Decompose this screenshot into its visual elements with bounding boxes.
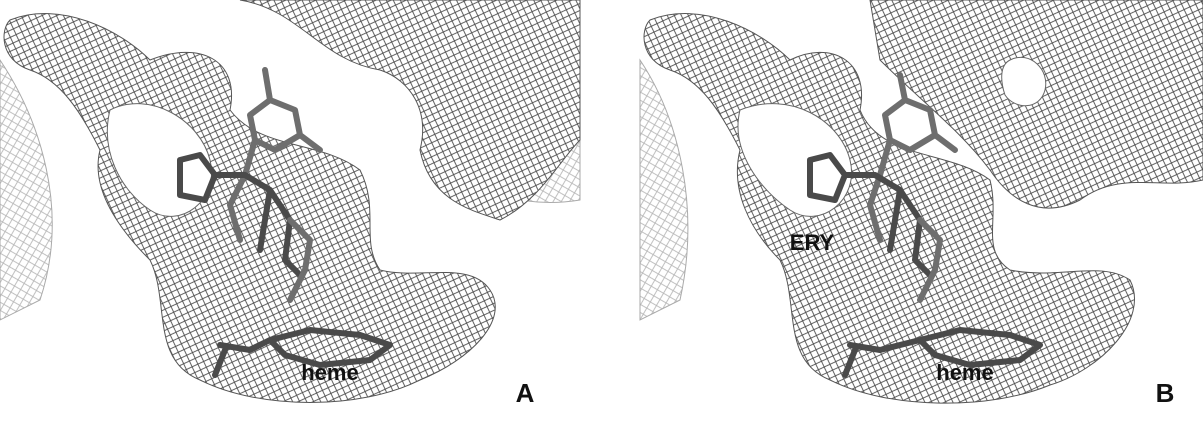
panel-label: B (1156, 378, 1175, 408)
panel-a: heme A (0, 0, 580, 408)
mesh-surface (0, 60, 52, 320)
figure: heme A ERY heme B (0, 0, 1203, 420)
panel-b: ERY heme B (640, 0, 1203, 408)
annotation: ERY (790, 230, 835, 255)
annotation: heme (936, 360, 993, 385)
panel-label: A (516, 378, 535, 408)
annotation: heme (301, 360, 358, 385)
mesh-surface (640, 60, 688, 320)
